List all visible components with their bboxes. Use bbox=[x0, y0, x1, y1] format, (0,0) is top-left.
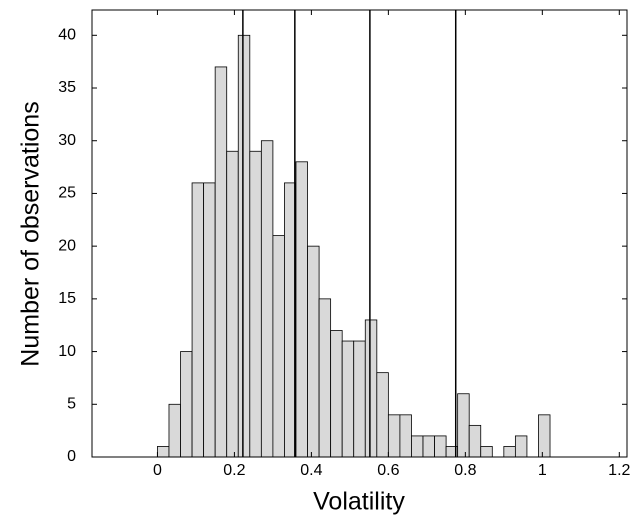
bar bbox=[387, 414, 401, 458]
bar bbox=[468, 424, 482, 458]
y-tick-label: 15 bbox=[58, 290, 76, 307]
bar bbox=[226, 150, 239, 458]
bar bbox=[272, 235, 285, 458]
bar bbox=[341, 340, 355, 458]
x-tick-label: 1 bbox=[538, 462, 547, 479]
y-tick-label: 0 bbox=[67, 448, 76, 465]
bar bbox=[353, 340, 366, 458]
x-tick-label: 0 bbox=[153, 462, 162, 479]
bar bbox=[364, 319, 378, 458]
plot-frame bbox=[91, 9, 628, 458]
bar bbox=[457, 393, 470, 458]
bar bbox=[480, 446, 493, 458]
x-axis-label: Volatility bbox=[313, 488, 405, 516]
bar bbox=[376, 372, 389, 458]
bar bbox=[191, 182, 205, 458]
bar bbox=[157, 446, 170, 458]
bar bbox=[214, 66, 228, 458]
y-tick-label: 35 bbox=[58, 79, 76, 96]
y-tick-label: 30 bbox=[58, 132, 76, 149]
bar bbox=[422, 435, 435, 458]
x-tick-label: 0.6 bbox=[377, 462, 399, 479]
y-axis-label: Number of observations bbox=[17, 101, 45, 366]
bar bbox=[249, 150, 262, 458]
y-tick-label: 40 bbox=[58, 27, 76, 44]
x-tick-label: 0.2 bbox=[223, 462, 245, 479]
bar bbox=[411, 435, 424, 458]
bar bbox=[514, 435, 528, 458]
y-tick-label: 5 bbox=[67, 396, 76, 413]
bar bbox=[399, 414, 412, 458]
bar bbox=[538, 414, 551, 458]
x-tick-label: 0.4 bbox=[300, 462, 322, 479]
bar bbox=[295, 161, 308, 458]
bar bbox=[318, 298, 332, 458]
bar bbox=[168, 403, 181, 458]
bar bbox=[503, 446, 516, 458]
x-tick-label: 1.2 bbox=[608, 462, 630, 479]
bar bbox=[307, 245, 320, 458]
bar bbox=[434, 435, 447, 458]
bar bbox=[203, 182, 216, 458]
bar bbox=[180, 351, 193, 458]
bar bbox=[260, 140, 274, 458]
y-tick-label: 25 bbox=[58, 185, 76, 202]
bar bbox=[237, 34, 251, 458]
x-tick-label: 0.8 bbox=[454, 462, 476, 479]
y-tick-label: 20 bbox=[58, 237, 76, 254]
y-tick-label: 10 bbox=[58, 343, 76, 360]
bar bbox=[330, 330, 343, 458]
